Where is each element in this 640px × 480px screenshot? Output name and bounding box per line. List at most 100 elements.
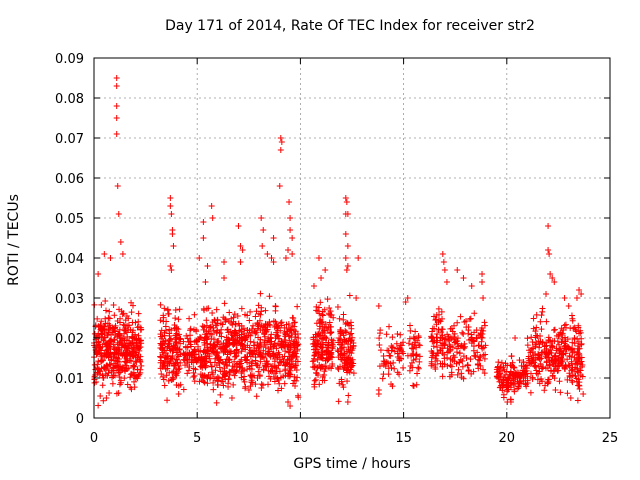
data-point — [311, 352, 318, 359]
data-point — [272, 307, 279, 314]
data-point — [135, 345, 142, 352]
data-point — [468, 370, 475, 377]
data-point — [201, 307, 208, 314]
data-point — [222, 346, 229, 353]
data-point — [572, 372, 579, 379]
data-point — [334, 303, 341, 310]
data-point — [202, 335, 209, 342]
data-point — [225, 383, 232, 390]
data-point — [208, 363, 215, 370]
data-point — [289, 235, 296, 241]
data-point — [203, 317, 210, 324]
data-point — [239, 247, 246, 253]
data-point — [327, 330, 334, 337]
data-point — [347, 331, 354, 338]
data-point — [271, 358, 278, 365]
data-point — [257, 290, 264, 297]
data-point — [163, 372, 170, 379]
data-point — [503, 383, 510, 390]
data-point — [290, 349, 297, 356]
data-point — [314, 346, 321, 353]
data-point — [478, 343, 485, 350]
data-point — [124, 333, 131, 340]
data-point — [555, 333, 562, 340]
data-point — [439, 315, 446, 322]
data-point — [446, 338, 453, 345]
data-point — [414, 370, 421, 377]
data-point — [131, 363, 138, 370]
data-point — [187, 332, 194, 339]
data-point — [173, 330, 180, 337]
data-point — [345, 354, 352, 361]
data-point — [562, 363, 569, 370]
data-point — [219, 374, 226, 381]
data-point — [229, 332, 236, 339]
data-point — [203, 358, 210, 365]
data-point — [270, 235, 277, 241]
data-point — [173, 349, 180, 356]
data-point — [500, 364, 507, 371]
data-point — [404, 352, 411, 359]
data-point — [504, 376, 511, 383]
data-point — [175, 346, 182, 353]
data-point — [252, 327, 259, 334]
data-point — [208, 348, 215, 355]
data-point — [521, 363, 528, 370]
data-point — [328, 349, 335, 356]
data-point — [226, 347, 233, 354]
data-point — [158, 335, 165, 342]
data-point — [213, 399, 220, 406]
data-point — [311, 383, 318, 390]
data-point — [532, 328, 539, 335]
data-point — [524, 335, 531, 342]
data-point — [541, 343, 548, 350]
data-point — [169, 354, 176, 361]
data-point — [580, 391, 587, 397]
data-point — [170, 348, 177, 355]
data-point — [169, 369, 176, 376]
data-point — [96, 371, 103, 378]
data-point — [312, 341, 319, 348]
data-point — [404, 295, 411, 301]
data-point — [247, 308, 254, 315]
data-point — [200, 378, 207, 385]
data-point — [379, 375, 386, 382]
data-point — [474, 361, 481, 368]
data-point — [187, 327, 194, 334]
data-point — [571, 336, 578, 343]
data-point — [341, 350, 348, 357]
data-point — [221, 300, 228, 307]
data-point — [380, 352, 387, 359]
data-point — [252, 354, 259, 361]
data-point — [292, 328, 299, 335]
data-point — [136, 338, 143, 345]
data-point — [507, 372, 514, 379]
data-point — [430, 343, 437, 350]
data-point — [329, 345, 336, 352]
data-point — [460, 344, 467, 351]
data-point — [165, 310, 172, 317]
data-point — [407, 327, 414, 334]
data-point — [471, 329, 478, 336]
data-point — [167, 203, 174, 209]
data-point — [291, 323, 298, 330]
data-point — [250, 322, 257, 329]
data-point — [454, 267, 461, 273]
data-point — [183, 332, 190, 339]
data-point — [552, 387, 559, 394]
data-point — [311, 377, 318, 384]
data-point — [408, 345, 415, 352]
data-point — [447, 362, 454, 369]
data-point — [205, 328, 212, 335]
data-point — [444, 331, 451, 338]
data-point — [219, 368, 226, 375]
data-point — [217, 330, 224, 337]
data-point — [514, 385, 521, 392]
data-point — [181, 351, 188, 358]
data-point — [338, 341, 345, 348]
data-point — [259, 243, 266, 249]
data-point — [481, 370, 488, 377]
data-point — [278, 385, 285, 392]
data-point — [327, 350, 334, 357]
data-point — [210, 341, 217, 348]
